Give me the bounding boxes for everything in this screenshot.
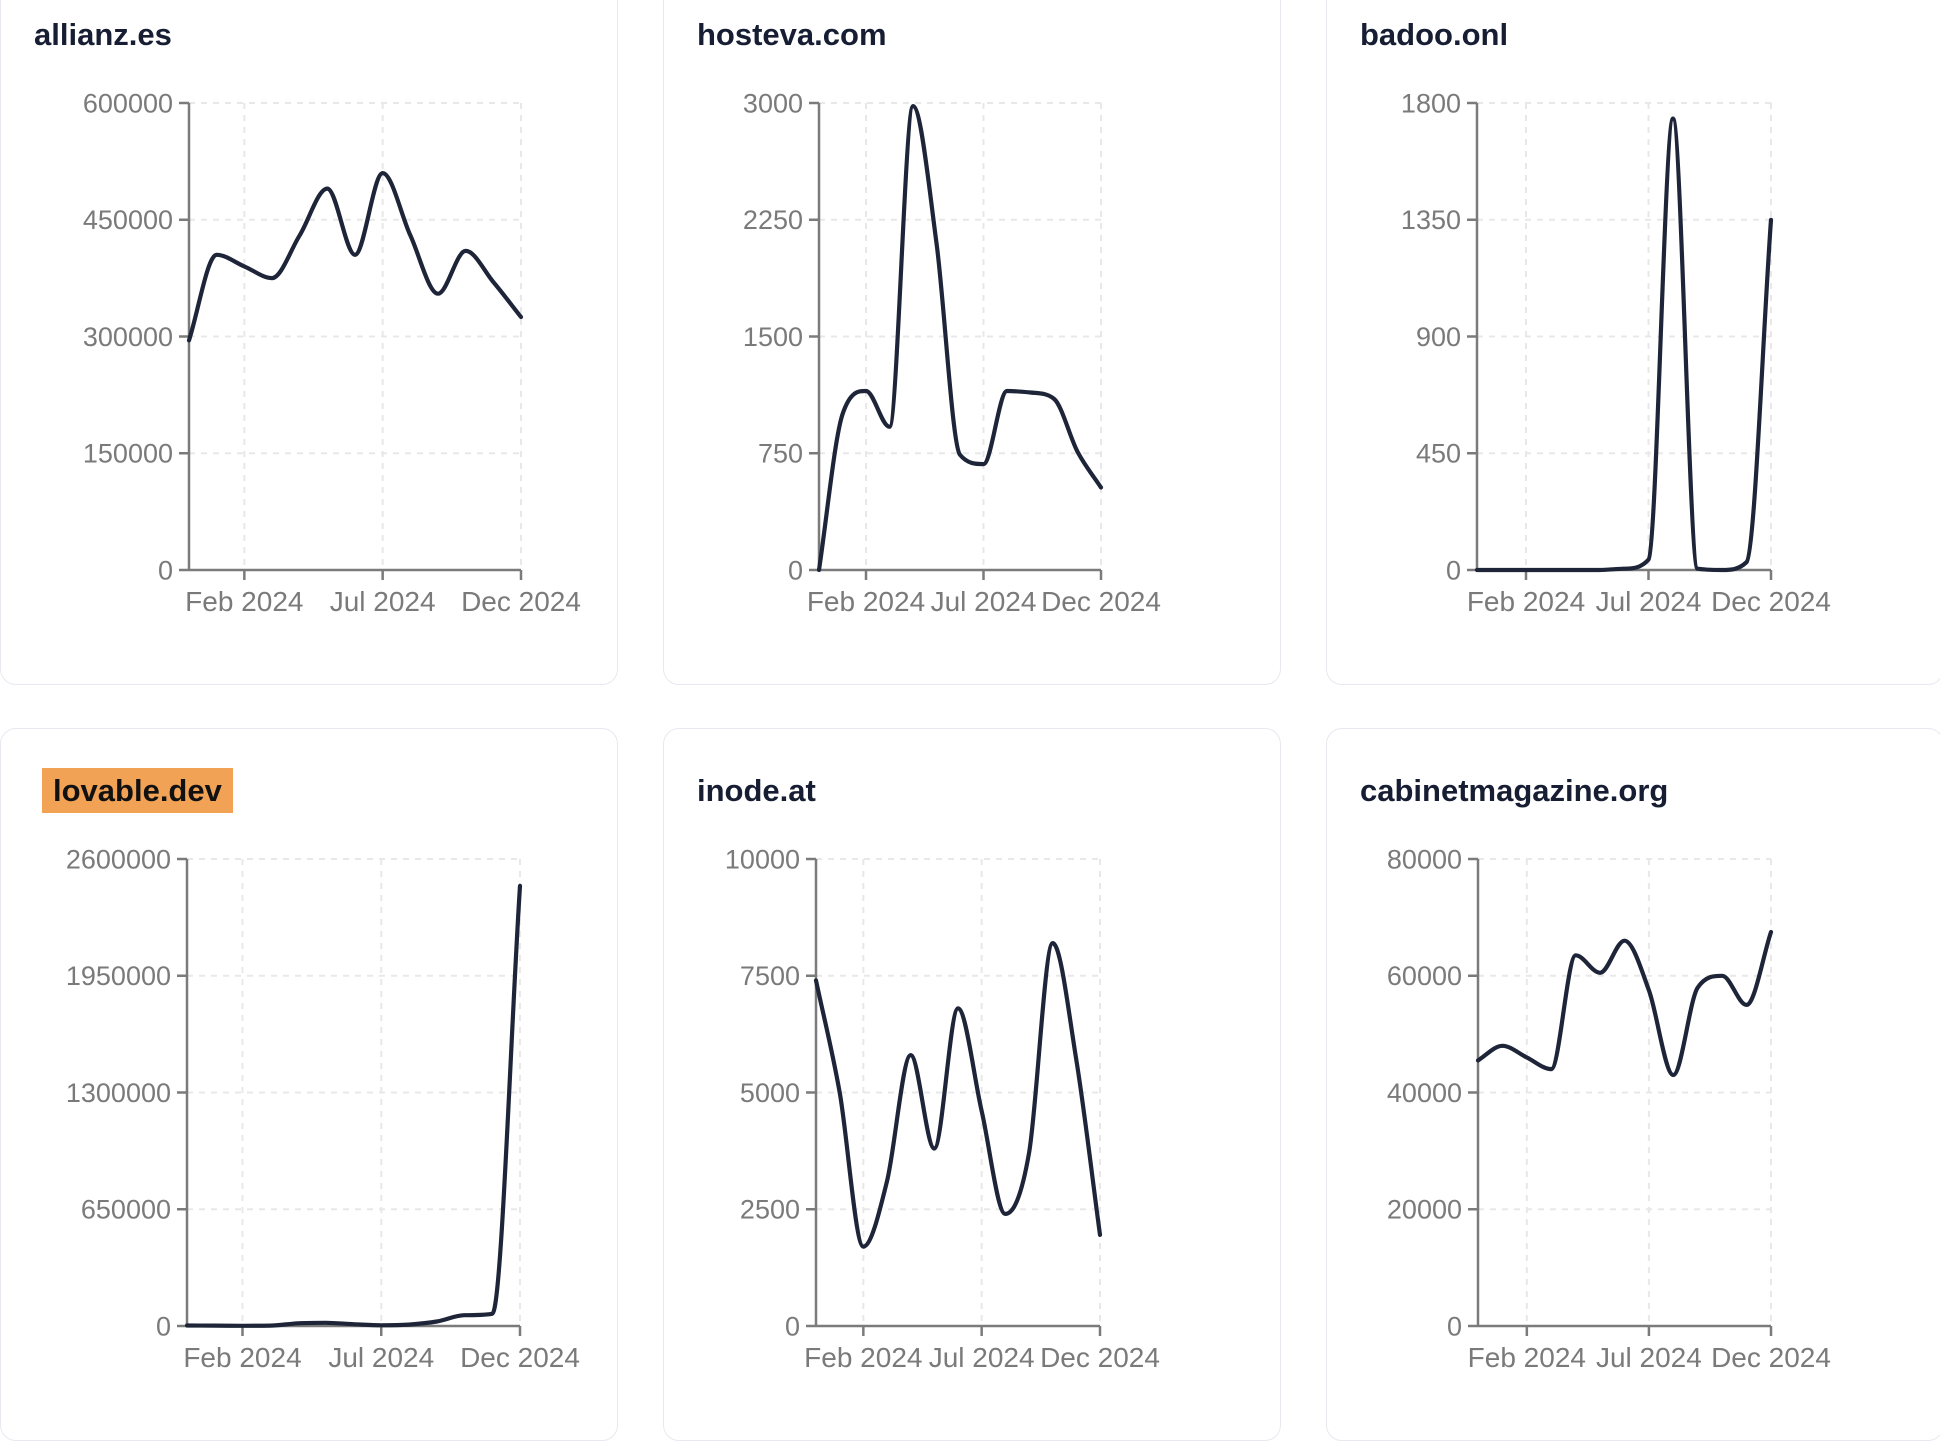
svg-text:5000: 5000 [740,1078,800,1108]
svg-text:Feb 2024: Feb 2024 [183,1342,301,1373]
svg-text:20000: 20000 [1387,1195,1462,1225]
svg-text:1950000: 1950000 [66,961,171,991]
svg-text:10000: 10000 [725,844,800,874]
chart-title-label: hosteva.com [697,17,887,52]
svg-text:Jul 2024: Jul 2024 [1596,1342,1702,1373]
chart-title-label: cabinetmagazine.org [1360,773,1669,808]
svg-text:Feb 2024: Feb 2024 [807,586,925,617]
line-chart-svg: 0 150000 300000 450000 600000 Feb 2024 Jul 202… [83,88,581,617]
svg-text:0: 0 [156,1311,171,1341]
svg-text:Feb 2024: Feb 2024 [1468,1342,1586,1373]
svg-text:Dec 2024: Dec 2024 [461,586,581,617]
svg-text:0: 0 [1447,1311,1462,1341]
svg-text:1500: 1500 [743,322,803,352]
svg-text:Jul 2024: Jul 2024 [328,1342,434,1373]
svg-text:60000: 60000 [1387,961,1462,991]
svg-text:2500: 2500 [740,1195,800,1225]
svg-text:650000: 650000 [81,1195,171,1225]
chart-title-label-highlighted: lovable.dev [42,768,233,813]
chart-title: lovable.dev [34,768,233,813]
svg-text:900: 900 [1416,322,1461,352]
svg-text:80000: 80000 [1387,844,1462,874]
svg-text:600000: 600000 [83,88,173,118]
chart-card-badoo-onl: badoo.onl 0 450 900 1350 1800 Feb 2024 Jul 202… [1326,0,1940,685]
svg-text:7500: 7500 [740,961,800,991]
svg-text:1350: 1350 [1401,205,1461,235]
chart-title: hosteva.com [697,15,887,55]
svg-text:0: 0 [788,555,803,585]
chart-title: inode.at [697,771,816,811]
line-chart-svg: 0 450 900 1350 1800 Feb 2024 Jul 2024 Dec 2024 [1401,88,1831,617]
chart-card-cabinetmagazine-org: cabinetmagazine.org 0 20000 40000 60000 8000… [1326,728,1940,1441]
svg-text:150000: 150000 [83,439,173,469]
chart-title: badoo.onl [1360,15,1508,55]
line-chart-svg: 0 650000 1300000 1950000 2600000 Feb 2024 Jul … [66,844,580,1373]
line-chart-svg: 0 20000 40000 60000 80000 Feb 2024 Jul 2024 Dec… [1387,844,1831,1373]
svg-text:300000: 300000 [83,322,173,352]
chart-card-inode-at: inode.at 0 2500 5000 7500 10000 Feb 2024 Jul 2… [663,728,1281,1441]
svg-text:0: 0 [785,1311,800,1341]
chart-title-label: inode.at [697,773,816,808]
svg-text:Dec 2024: Dec 2024 [460,1342,580,1373]
line-chart-svg: 0 2500 5000 7500 10000 Feb 2024 Jul 2024 Dec 20… [725,844,1160,1373]
svg-text:2600000: 2600000 [66,844,171,874]
chart-card-lovable-dev: lovable.dev 0 650000 1300000 1950000 2600000… [0,728,618,1441]
svg-text:Feb 2024: Feb 2024 [185,586,303,617]
svg-text:Dec 2024: Dec 2024 [1041,586,1161,617]
svg-text:Dec 2024: Dec 2024 [1040,1342,1160,1373]
svg-text:1300000: 1300000 [66,1078,171,1108]
chart-title: cabinetmagazine.org [1360,771,1668,811]
svg-text:1800: 1800 [1401,88,1461,118]
chart-title-label: allianz.es [34,17,172,52]
svg-text:450: 450 [1416,439,1461,469]
svg-text:3000: 3000 [743,88,803,118]
svg-text:Jul 2024: Jul 2024 [330,586,436,617]
svg-text:750: 750 [758,439,803,469]
svg-text:0: 0 [1446,555,1461,585]
chart-card-allianz-es: allianz.es 0 150000 300000 450000 600000 Feb … [0,0,618,685]
chart-title: allianz.es [34,15,172,55]
chart-title-label: badoo.onl [1360,17,1509,52]
svg-text:Jul 2024: Jul 2024 [931,586,1037,617]
svg-text:0: 0 [158,555,173,585]
svg-text:40000: 40000 [1387,1078,1462,1108]
svg-text:Jul 2024: Jul 2024 [1596,586,1702,617]
chart-card-hosteva-com: hosteva.com 0 750 1500 2250 3000 Feb 2024 Jul … [663,0,1281,685]
svg-text:Dec 2024: Dec 2024 [1711,586,1831,617]
svg-text:Jul 2024: Jul 2024 [929,1342,1035,1373]
svg-text:Feb 2024: Feb 2024 [1467,586,1585,617]
svg-text:Dec 2024: Dec 2024 [1711,1342,1831,1373]
svg-text:Feb 2024: Feb 2024 [804,1342,922,1373]
svg-text:2250: 2250 [743,205,803,235]
line-chart-svg: 0 750 1500 2250 3000 Feb 2024 Jul 2024 Dec 2024 [743,88,1161,617]
svg-text:450000: 450000 [83,205,173,235]
